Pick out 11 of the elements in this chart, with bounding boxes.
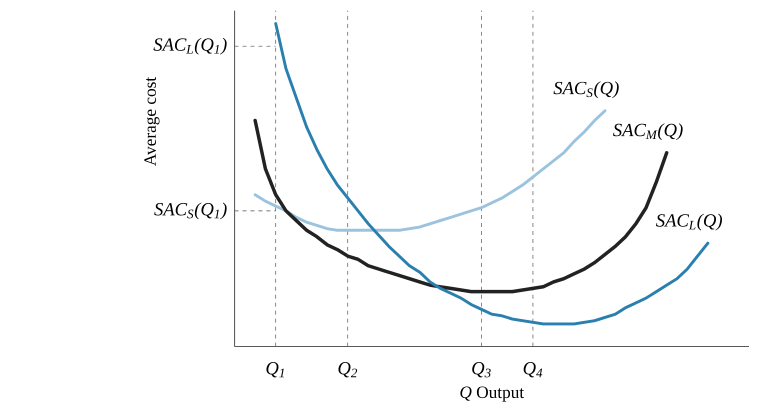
series-label: SAC$_{L}$(Q) bbox=[656, 214, 722, 231]
series-label: SAC$_{M}$(Q) bbox=[613, 123, 683, 140]
ref-line-label: SAC$_{L}$(Q$_{1}$) bbox=[153, 38, 227, 55]
x-tick-label: Q$_{3}$ bbox=[472, 362, 491, 378]
x-tick-label: Q$_{2}$ bbox=[338, 362, 358, 378]
series-label: SAC$_{S}$(Q) bbox=[554, 81, 619, 98]
x-axis-title: Q Output bbox=[460, 386, 524, 402]
ref-line-label: SAC$_{S}$(Q$_{1}$) bbox=[154, 202, 227, 220]
x-tick-label: Q$_{1}$ bbox=[266, 362, 284, 378]
y-axis-title: Average cost bbox=[144, 77, 160, 166]
x-tick-label: Q$_{4}$ bbox=[524, 362, 542, 378]
